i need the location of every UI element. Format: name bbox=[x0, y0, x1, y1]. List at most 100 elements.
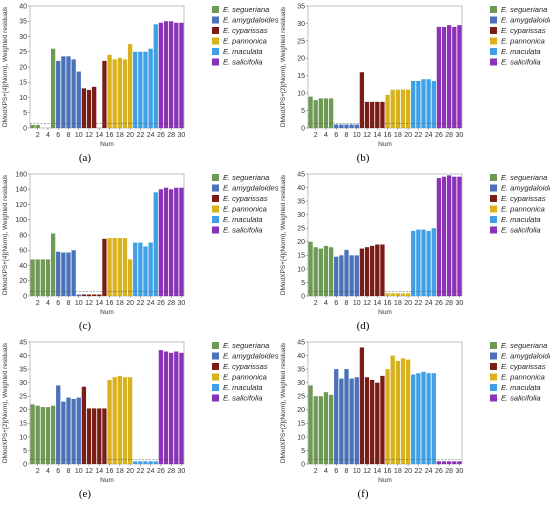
bar-num-5 bbox=[50, 405, 56, 464]
legend-swatch bbox=[490, 373, 497, 381]
y-tick-label: 10 bbox=[19, 434, 27, 441]
legend-swatch bbox=[212, 16, 219, 24]
x-axis-label: Num bbox=[100, 141, 114, 148]
bar-num-30 bbox=[179, 187, 184, 296]
x-tick-label: 22 bbox=[414, 468, 422, 475]
bar-num-9 bbox=[349, 255, 354, 296]
bar-num-23 bbox=[421, 79, 426, 128]
legend-label: E. amygdaloides bbox=[501, 184, 550, 193]
bar-num-21 bbox=[133, 51, 138, 128]
x-tick-label: 22 bbox=[414, 300, 422, 307]
x-tick-label: 24 bbox=[147, 132, 155, 139]
x-tick-label: 6 bbox=[56, 132, 60, 139]
bar-num-16 bbox=[385, 293, 390, 296]
legend-swatch bbox=[212, 384, 219, 391]
bar-num-15 bbox=[380, 375, 385, 464]
y-tick-label: 30 bbox=[19, 380, 27, 387]
x-tick-label: 12 bbox=[363, 300, 371, 307]
x-tick-label: 28 bbox=[445, 468, 453, 475]
x-tick-label: 20 bbox=[404, 468, 412, 475]
x-tick-label: 12 bbox=[363, 132, 371, 139]
x-tick-label: 14 bbox=[373, 468, 381, 475]
bar-num-15 bbox=[102, 238, 107, 296]
bar-num-20 bbox=[405, 359, 411, 464]
bar-num-23 bbox=[421, 371, 426, 464]
legend-swatch bbox=[490, 6, 497, 13]
legend-label: E. pannonica bbox=[223, 205, 267, 214]
y-tick-label: 35 bbox=[19, 19, 27, 26]
bar-num-8 bbox=[66, 252, 71, 296]
bar-num-6 bbox=[56, 385, 61, 464]
x-tick-label: 28 bbox=[445, 300, 453, 307]
bar-num-30 bbox=[179, 22, 184, 128]
panel-label: (d) bbox=[357, 320, 370, 332]
legend-swatch bbox=[212, 216, 219, 223]
y-tick-label: 35 bbox=[297, 199, 305, 206]
bar-num-10 bbox=[354, 124, 359, 128]
bar-num-2 bbox=[35, 124, 40, 128]
x-tick-label: 18 bbox=[394, 300, 402, 307]
legend-label: E. pannonica bbox=[501, 373, 545, 382]
x-tick-label: 8 bbox=[345, 300, 349, 307]
bar-num-24 bbox=[426, 79, 431, 128]
bar-num-8 bbox=[344, 369, 349, 464]
x-axis-label: Num bbox=[378, 309, 392, 316]
x-tick-label: 30 bbox=[178, 468, 186, 475]
legend-label: E. salicifolia bbox=[501, 394, 541, 403]
y-tick-label: 25 bbox=[19, 394, 27, 401]
y-tick-label: 140 bbox=[15, 187, 27, 194]
legend-label: E. amygdaloides bbox=[223, 352, 279, 361]
x-tick-label: 24 bbox=[425, 300, 433, 307]
x-tick-label: 10 bbox=[353, 468, 361, 475]
bar-num-5 bbox=[328, 394, 334, 464]
bar-num-13 bbox=[370, 101, 375, 128]
bar-num-9 bbox=[71, 250, 76, 296]
bar-num-1 bbox=[30, 404, 35, 464]
bar-num-12 bbox=[86, 408, 92, 464]
bar-num-22 bbox=[416, 229, 421, 296]
bar-num-6 bbox=[334, 369, 339, 464]
bar-num-13 bbox=[92, 86, 97, 128]
bar-num-22 bbox=[138, 51, 143, 128]
legend-label: E. pannonica bbox=[223, 37, 267, 46]
legend-label: E. maculata bbox=[501, 47, 541, 56]
x-tick-label: 22 bbox=[136, 132, 144, 139]
x-tick-label: 30 bbox=[456, 468, 464, 475]
bar-num-7 bbox=[61, 401, 66, 464]
bar-num-8 bbox=[344, 249, 349, 296]
bar-num-26 bbox=[436, 461, 442, 464]
bar-num-6 bbox=[334, 124, 339, 128]
y-tick-label: 20 bbox=[297, 407, 305, 414]
y-tick-label: 40 bbox=[19, 263, 27, 270]
y-tick-label: 20 bbox=[19, 64, 27, 71]
bar-num-5 bbox=[328, 98, 334, 128]
legend-label: E. maculata bbox=[501, 215, 541, 224]
legend-label: E. amygdaloides bbox=[223, 184, 279, 193]
x-tick-label: 6 bbox=[334, 300, 338, 307]
x-tick-label: 18 bbox=[116, 132, 124, 139]
bar-num-16 bbox=[107, 379, 112, 464]
x-tick-label: 8 bbox=[67, 468, 71, 475]
legend-label: E. cyparissas bbox=[501, 194, 546, 203]
bar-num-28 bbox=[447, 175, 452, 296]
bar-num-25 bbox=[153, 461, 158, 464]
y-tick-label: 30 bbox=[297, 212, 305, 219]
bar-num-30 bbox=[457, 176, 462, 296]
panel-label: (b) bbox=[357, 152, 370, 164]
x-tick-label: 18 bbox=[116, 300, 124, 307]
legend-swatch bbox=[212, 48, 219, 55]
bar-num-6 bbox=[56, 251, 61, 296]
x-tick-label: 2 bbox=[314, 300, 318, 307]
legend-swatch bbox=[490, 174, 497, 181]
bar-num-26 bbox=[436, 26, 442, 129]
x-tick-label: 26 bbox=[157, 132, 165, 139]
legend-label: E. segueriana bbox=[501, 341, 547, 350]
bar-num-2 bbox=[35, 405, 40, 464]
bar-num-4 bbox=[323, 98, 329, 128]
legend-label: E. maculata bbox=[223, 383, 263, 392]
y-tick-label: 10 bbox=[297, 434, 305, 441]
bar-num-10 bbox=[76, 71, 81, 128]
x-tick-label: 30 bbox=[456, 132, 464, 139]
legend-swatch bbox=[212, 226, 219, 234]
bar-num-4 bbox=[323, 392, 329, 464]
